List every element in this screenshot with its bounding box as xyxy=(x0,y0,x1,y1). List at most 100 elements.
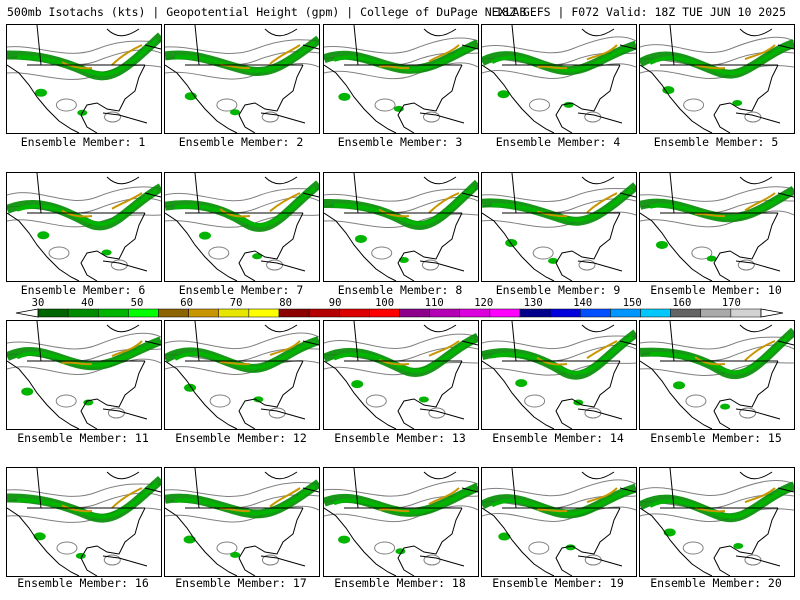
colorbar-svg: 30 40 50 60 70 80 90 100 110 120 130 140 150 160 170 xyxy=(15,297,784,318)
jet-stream xyxy=(7,183,161,256)
colorbar-segment xyxy=(37,308,69,318)
colorbar-segment xyxy=(248,308,280,318)
colorbar-tick-label: 80 xyxy=(279,297,292,309)
ensemble-member-label: Ensemble Member: 1 xyxy=(20,135,146,149)
coastlines-borders xyxy=(482,468,636,576)
colorbar-tick-label: 40 xyxy=(81,297,94,309)
coastlines-borders xyxy=(7,25,161,133)
ensemble-member-map xyxy=(323,24,479,134)
colorbar-segment xyxy=(489,308,521,318)
ensemble-member-label: Ensemble Member: 4 xyxy=(495,135,621,149)
ensemble-member-label: Ensemble Member: 18 xyxy=(334,576,466,590)
ensemble-member-label: Ensemble Member: 14 xyxy=(492,431,624,445)
coastlines-borders xyxy=(324,173,478,281)
colorbar-tick-label: 160 xyxy=(672,297,691,309)
ensemble-member-label: Ensemble Member: 2 xyxy=(178,135,304,149)
coastlines-borders xyxy=(640,321,794,429)
coastlines-borders xyxy=(165,468,319,576)
ensemble-member-map xyxy=(6,24,162,134)
colorbar-tick-label: 50 xyxy=(131,297,144,309)
colorbar-segment xyxy=(519,308,551,318)
jet-stream xyxy=(482,40,636,108)
colorbar-segment xyxy=(128,308,159,318)
ensemble-member-map xyxy=(6,172,162,282)
colorbar-segment xyxy=(700,308,732,318)
colorbar-tick-label: 60 xyxy=(180,297,193,309)
ensemble-member-map xyxy=(481,467,637,577)
ensemble-member-label: Ensemble Member: 3 xyxy=(337,135,463,149)
colorbar-segment xyxy=(399,308,430,318)
ensemble-member-map xyxy=(639,320,795,430)
jet-stream xyxy=(640,39,794,107)
colorbar-segment xyxy=(549,308,581,318)
colorbar-segment xyxy=(459,308,491,318)
jet-stream xyxy=(165,479,319,558)
coastlines-borders xyxy=(7,321,161,429)
colorbar-right-arrow xyxy=(760,308,784,318)
ensemble-member-map xyxy=(639,172,795,282)
ensemble-member-label: Ensemble Member: 10 xyxy=(650,283,782,297)
ensemble-member-label: Ensemble Member: 20 xyxy=(650,576,782,590)
colorbar-tick-label: 120 xyxy=(474,297,493,309)
coastlines-borders xyxy=(165,25,319,133)
colorbar-segment xyxy=(580,308,611,318)
ensemble-member-map xyxy=(164,320,320,430)
ensemble-member-label: Ensemble Member: 9 xyxy=(495,283,621,297)
ensemble-member-label: Ensemble Member: 17 xyxy=(175,576,307,590)
ensemble-member-label: Ensemble Member: 7 xyxy=(178,283,304,297)
colorbar-segment xyxy=(339,308,370,318)
jet-stream xyxy=(165,35,319,116)
coastlines-borders xyxy=(165,173,319,281)
ensemble-member-label: Ensemble Member: 19 xyxy=(492,576,624,590)
ensemble-member-label: Ensemble Member: 5 xyxy=(653,135,779,149)
colorbar-tick-label: 140 xyxy=(573,297,592,309)
colorbar-tick-label: 30 xyxy=(32,297,45,309)
ensemble-member-label: Ensemble Member: 15 xyxy=(650,431,782,445)
jet-stream xyxy=(482,483,636,551)
ensemble-member-map xyxy=(481,24,637,134)
jet-stream xyxy=(482,182,636,264)
isotach-colorbar: 30 40 50 60 70 80 90 100 110 120 130 140 150 160 170 xyxy=(0,296,800,320)
colorbar-segment xyxy=(308,308,340,318)
colorbar-segment xyxy=(278,308,310,318)
ensemble-member-map xyxy=(6,320,162,430)
ensemble-member-map xyxy=(639,24,795,134)
coastlines-borders xyxy=(7,468,161,576)
ensemble-member-map xyxy=(323,320,479,430)
ensemble-member-map xyxy=(323,172,479,282)
colorbar-tick-label: 90 xyxy=(329,297,342,309)
coastlines-borders xyxy=(324,321,478,429)
coastlines-borders xyxy=(324,468,478,576)
colorbar-segment xyxy=(218,308,250,318)
jet-stream xyxy=(7,336,161,406)
ensemble-member-label: Ensemble Member: 11 xyxy=(17,431,149,445)
colorbar-segment xyxy=(158,308,189,318)
colorbar-left-arrow xyxy=(15,308,39,318)
ensemble-member-label: Ensemble Member: 6 xyxy=(20,283,146,297)
ensemble-member-map xyxy=(164,467,320,577)
colorbar-tick-label: 170 xyxy=(722,297,741,309)
coastlines-borders xyxy=(482,321,636,429)
jet-stream xyxy=(324,39,478,112)
ensemble-member-map xyxy=(164,172,320,282)
colorbar-tick-label: 130 xyxy=(524,297,543,309)
coastlines-borders xyxy=(482,25,636,133)
ensemble-member-map xyxy=(323,467,479,577)
jet-stream xyxy=(324,482,478,555)
colorbar-segment xyxy=(98,308,129,318)
coastlines-borders xyxy=(640,468,794,576)
colorbar-segment xyxy=(730,308,762,318)
coastlines-borders xyxy=(7,173,161,281)
colorbar-tick-label: 100 xyxy=(375,297,394,309)
colorbar-tick-label: 70 xyxy=(230,297,243,309)
colorbar-segment xyxy=(610,308,641,318)
ensemble-member-label: Ensemble Member: 8 xyxy=(337,283,463,297)
coastlines-borders xyxy=(165,321,319,429)
ensemble-member-label: Ensemble Member: 12 xyxy=(175,431,307,445)
coastlines-borders xyxy=(324,25,478,133)
colorbar-tick-label: 110 xyxy=(425,297,444,309)
header: 500mb Isotachs (kts) | Geopotential Heig… xyxy=(0,0,800,22)
ensemble-member-map xyxy=(639,467,795,577)
colorbar-segment xyxy=(369,308,400,318)
coastlines-borders xyxy=(482,173,636,281)
